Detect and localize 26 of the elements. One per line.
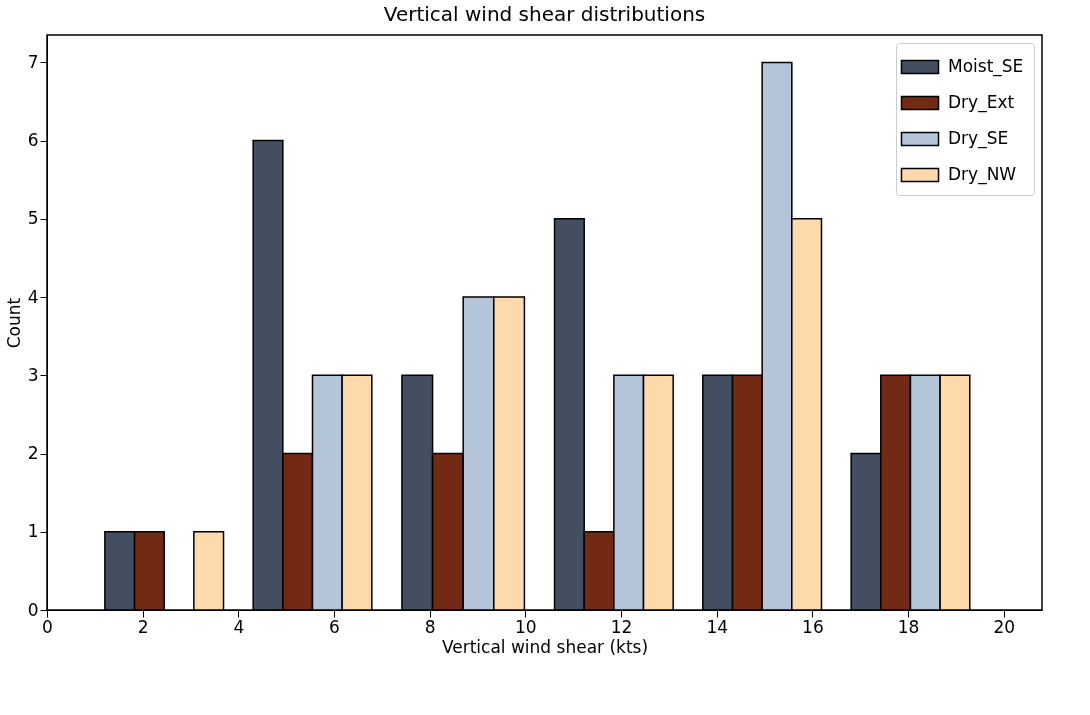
y-tick-label: 5 bbox=[27, 208, 39, 229]
y-axis-title: Count bbox=[3, 297, 24, 349]
x-tick-label: 18 bbox=[897, 616, 920, 637]
legend-label: Dry_SE bbox=[948, 128, 1009, 149]
y-tick-label: 0 bbox=[27, 599, 39, 620]
y-tick-label: 2 bbox=[27, 443, 39, 464]
x-tick-label: 20 bbox=[993, 616, 1016, 637]
chart-title: Vertical wind shear distributions bbox=[383, 2, 706, 26]
x-tick-label: 16 bbox=[802, 616, 824, 637]
x-tick-label: 6 bbox=[329, 616, 340, 637]
legend-label: Dry_Ext bbox=[948, 92, 1015, 113]
y-tick-label: 1 bbox=[27, 521, 39, 542]
legend-label: Moist_SE bbox=[948, 56, 1024, 77]
x-tick-label: 12 bbox=[610, 616, 633, 637]
legend-label: Dry_NW bbox=[948, 164, 1017, 185]
y-tick-label: 4 bbox=[27, 286, 39, 307]
x-tick-label: 0 bbox=[42, 616, 53, 637]
x-tick-label: 2 bbox=[137, 616, 149, 637]
y-tick-label: 7 bbox=[27, 51, 39, 72]
x-tick-label: 8 bbox=[424, 616, 436, 637]
x-axis-title: Vertical wind shear (kts) bbox=[441, 636, 649, 657]
x-tick-label: 14 bbox=[706, 616, 729, 637]
y-tick-label: 3 bbox=[27, 364, 39, 385]
x-tick-label: 10 bbox=[515, 616, 537, 637]
y-tick-label: 6 bbox=[27, 130, 39, 151]
x-tick-label: 4 bbox=[233, 616, 245, 637]
